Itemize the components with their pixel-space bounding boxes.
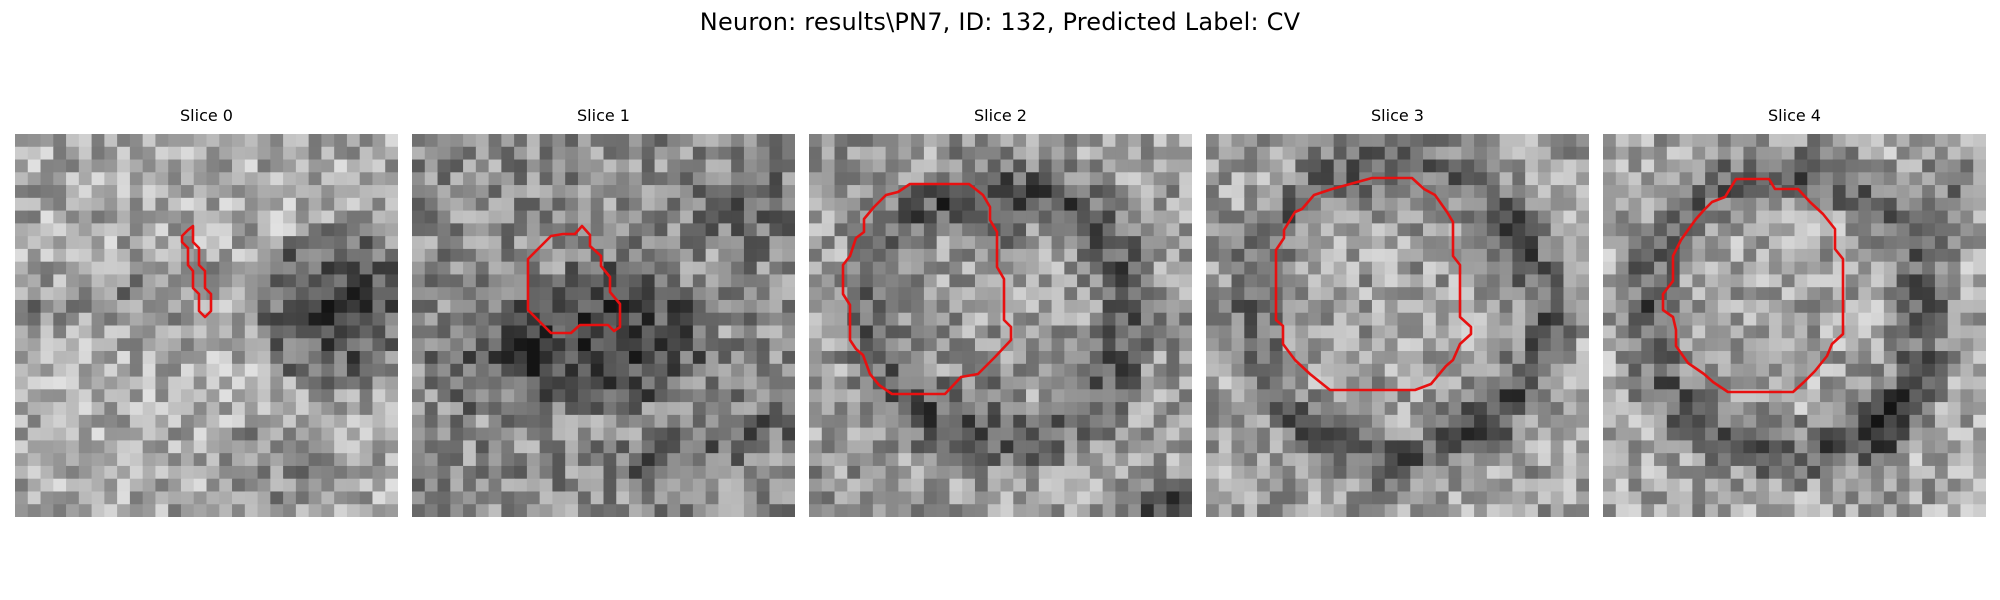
slice-title: Slice 3 — [1371, 106, 1424, 125]
slice-image — [809, 134, 1192, 517]
pixel-grid — [809, 134, 1192, 517]
slice-image — [15, 134, 398, 517]
pixel-grid — [1603, 134, 1986, 517]
pixel-grid — [1206, 134, 1589, 517]
segmentation-contour — [526, 224, 622, 335]
slice-title: Slice 1 — [577, 106, 630, 125]
slice-image — [412, 134, 795, 517]
figure-title: Neuron: results\PN7, ID: 132, Predicted … — [699, 8, 1301, 36]
slice-title: Slice 0 — [180, 106, 233, 125]
pixel-grid — [15, 134, 398, 517]
segmentation-contour — [1274, 176, 1473, 392]
segmentation-contour — [1661, 177, 1845, 394]
slice-title: Slice 4 — [1768, 106, 1821, 125]
slice-image — [1206, 134, 1589, 517]
pixel-grid — [412, 134, 795, 517]
segmentation-contour — [841, 182, 1013, 396]
slice-image — [1603, 134, 1986, 517]
segmentation-contour — [180, 224, 213, 319]
slice-title: Slice 2 — [974, 106, 1027, 125]
